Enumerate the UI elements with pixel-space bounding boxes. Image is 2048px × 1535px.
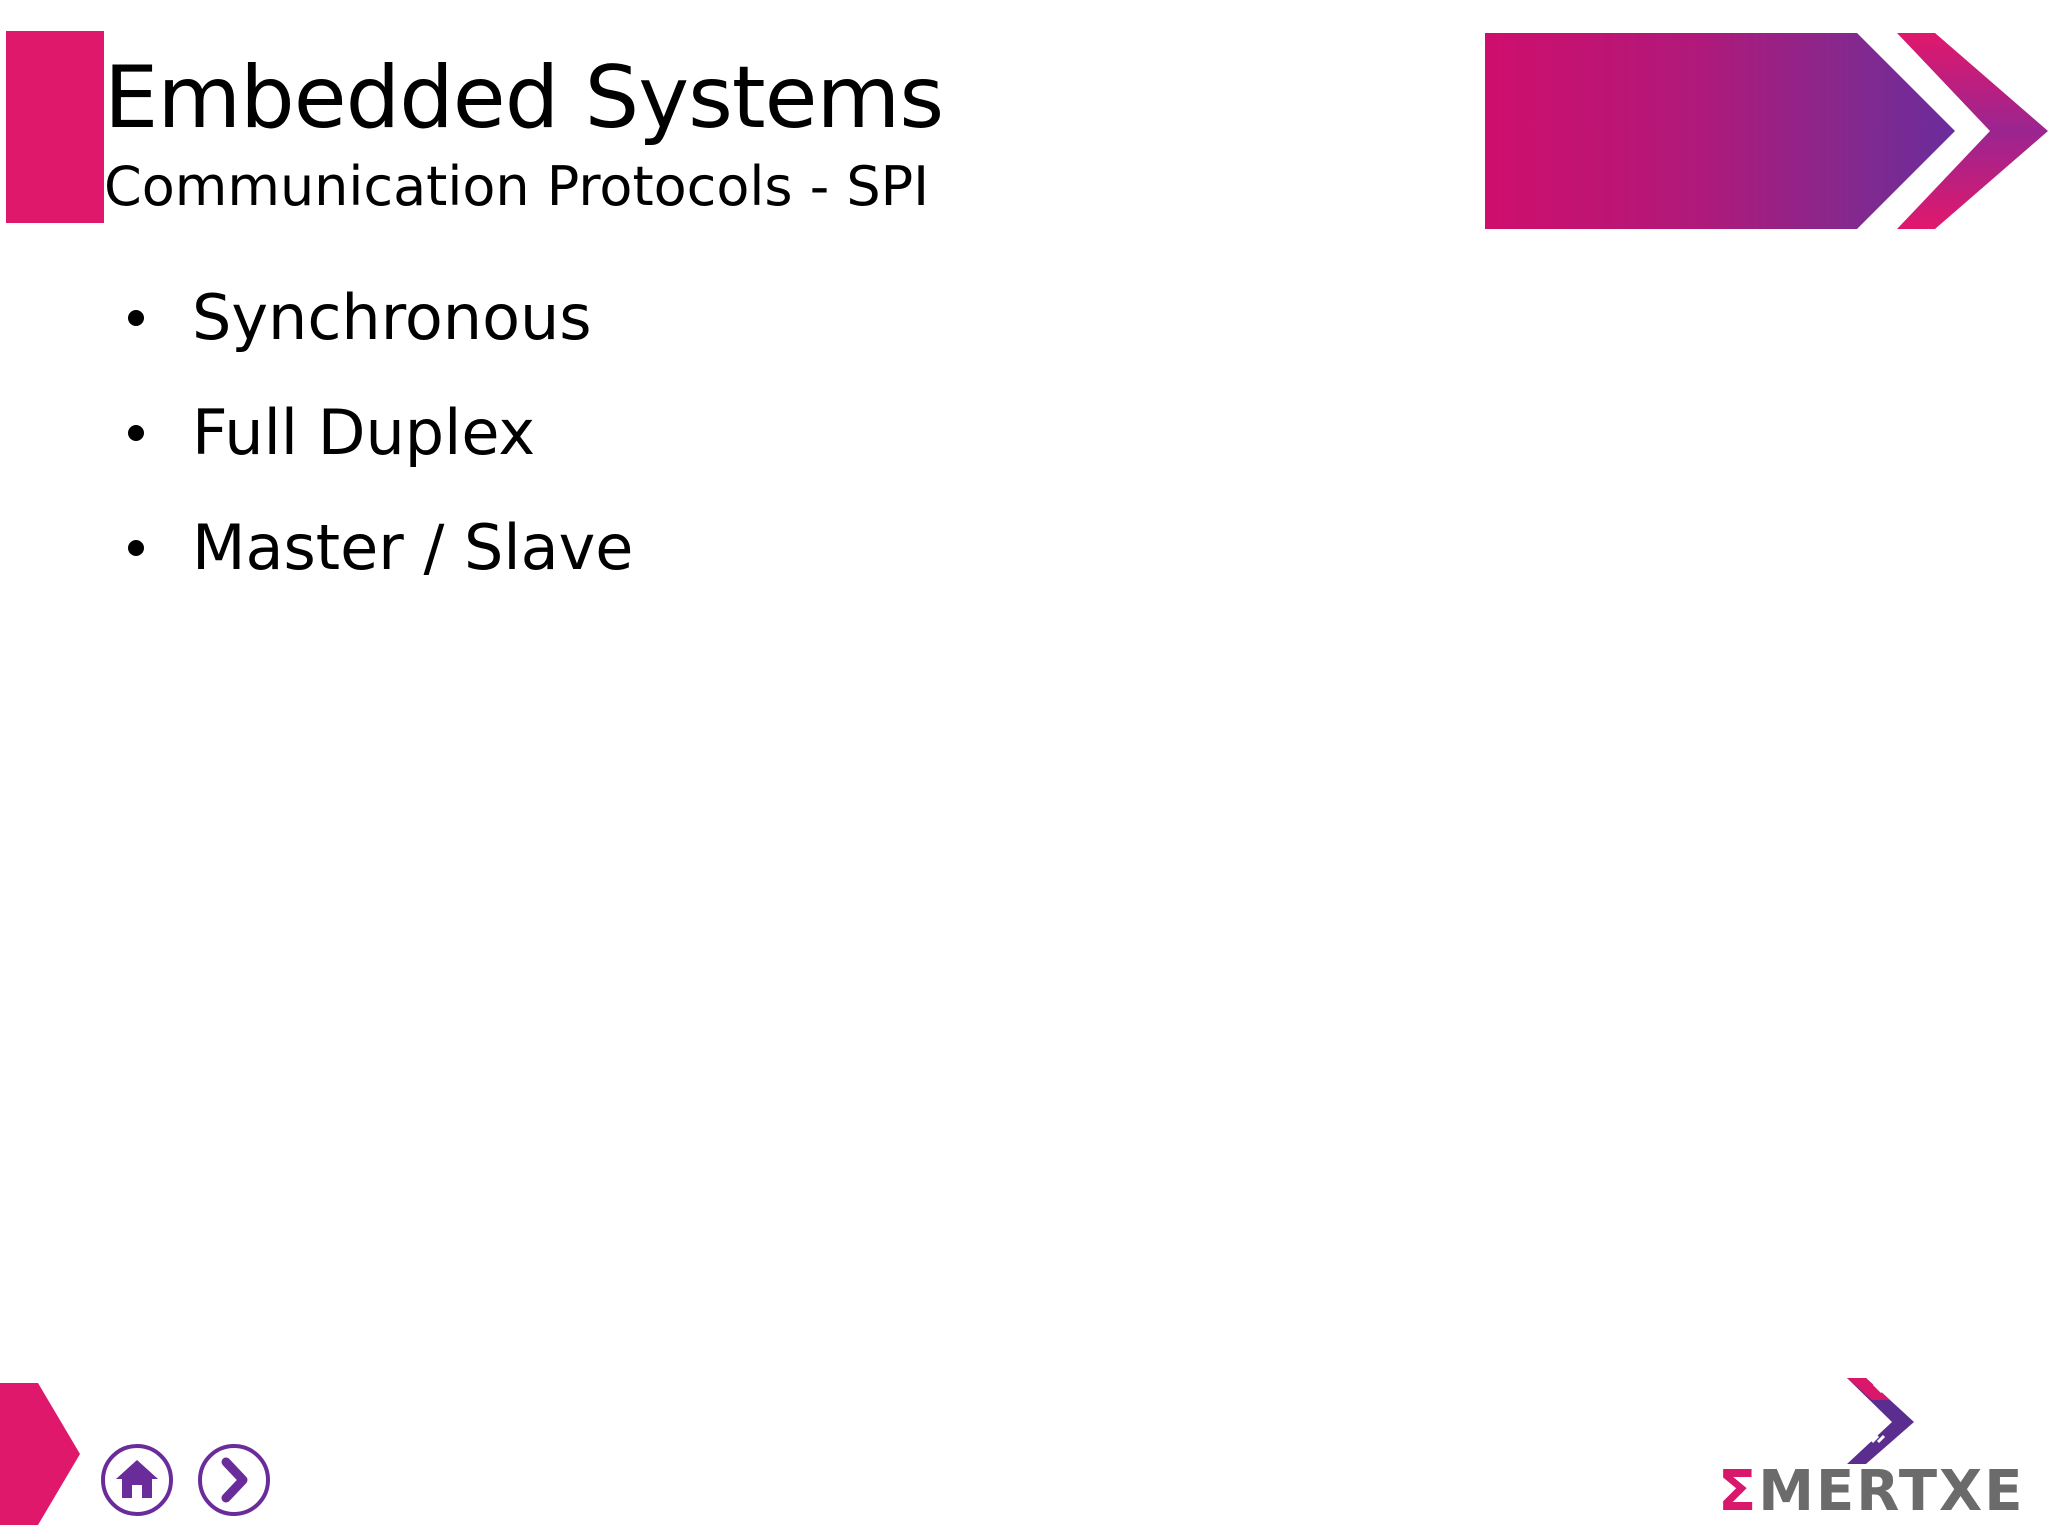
- corner-arrow-icon: [0, 1383, 80, 1525]
- next-button[interactable]: [197, 1443, 271, 1517]
- company-logo: ΣMERTXE: [1718, 1378, 2028, 1526]
- bullet-dot-icon: [128, 310, 144, 326]
- bullet-text: Synchronous: [192, 281, 592, 354]
- logo-sigma: Σ: [1718, 1459, 1759, 1524]
- bullet-list: Synchronous Full Duplex Master / Slave: [124, 278, 633, 623]
- logo-text: MERTXE: [1758, 1459, 2025, 1524]
- title-accent-bar: [6, 31, 104, 223]
- list-item: Synchronous: [124, 278, 633, 358]
- list-item: Master / Slave: [124, 508, 633, 588]
- home-icon: [116, 1460, 158, 1498]
- bullet-text: Full Duplex: [192, 396, 536, 469]
- bullet-text: Master / Slave: [192, 511, 634, 584]
- slide-subtitle: Communication Protocols - SPI: [104, 155, 930, 218]
- chevron-banner: [1485, 33, 2048, 229]
- slide-title: Embedded Systems: [104, 48, 944, 148]
- home-button[interactable]: [100, 1443, 174, 1517]
- logo-chevron-icon: [1847, 1378, 1914, 1464]
- list-item: Full Duplex: [124, 393, 633, 473]
- logo-wordmark: ΣMERTXE: [1718, 1460, 2024, 1524]
- chevron-right-icon: [221, 1457, 248, 1503]
- bullet-dot-icon: [128, 425, 144, 441]
- bullet-dot-icon: [128, 540, 144, 556]
